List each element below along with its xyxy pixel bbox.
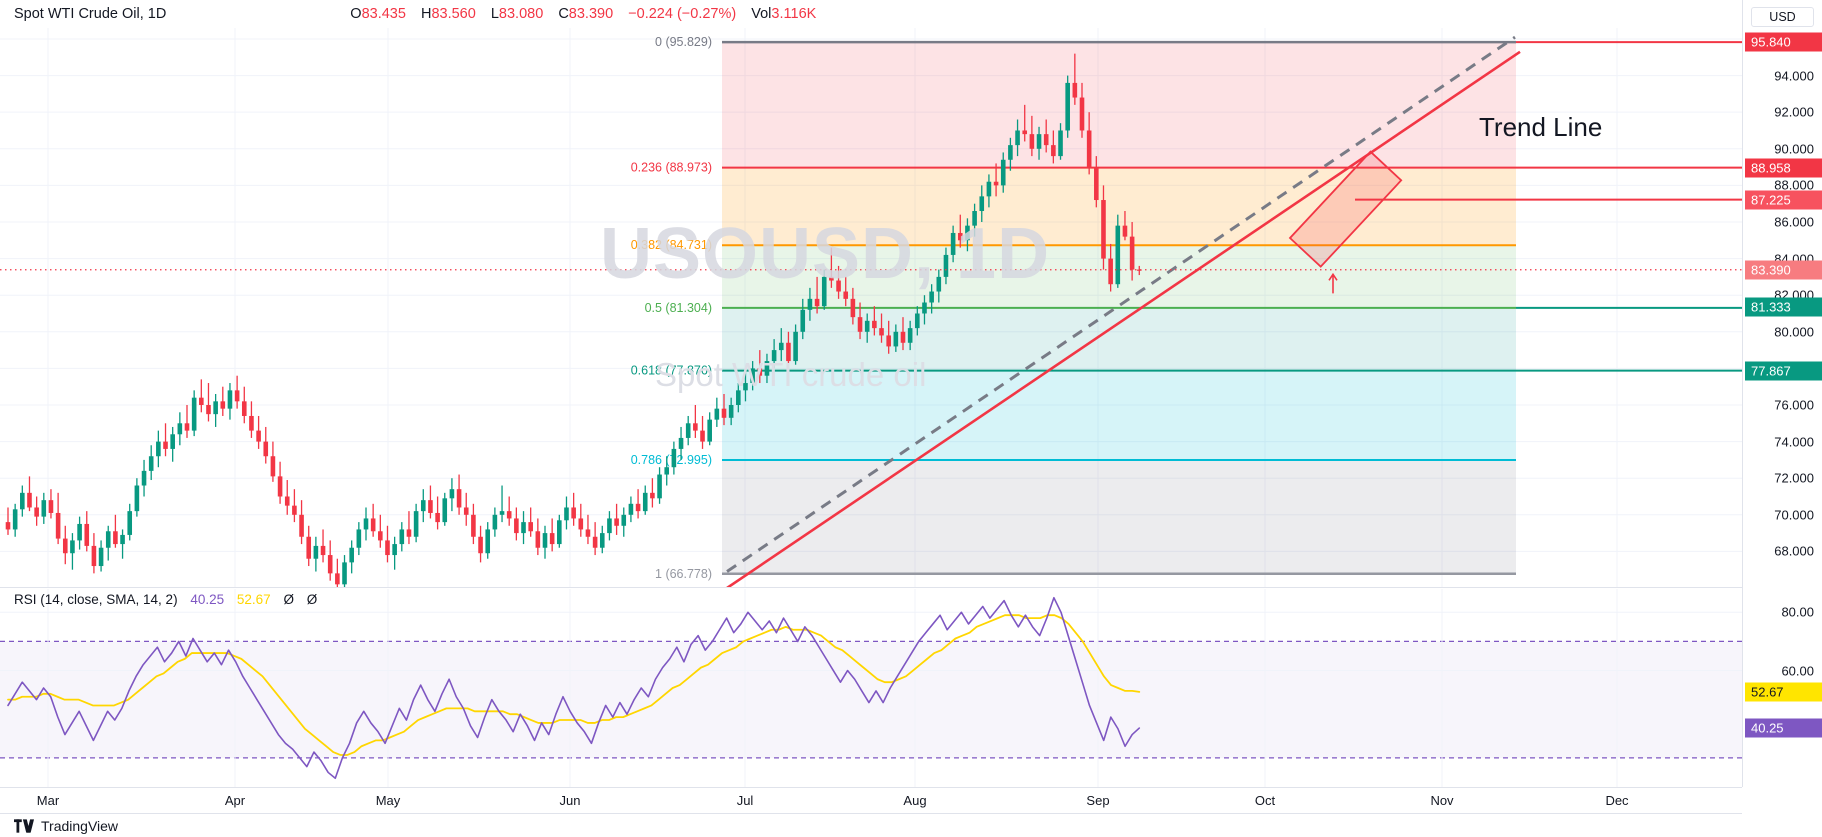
rsi-extra-1: Ø [283, 592, 294, 607]
price-tick: 88.000 [1774, 177, 1814, 193]
ohlc-values: O83.435 H83.560 L83.080 C83.390 −0.224 (… [350, 6, 827, 22]
price-tick: 80.000 [1774, 324, 1814, 340]
time-scale[interactable]: Mar Apr May Jun Jul Aug Sep Oct Nov Dec [0, 787, 1742, 814]
close-value: 83.390 [568, 6, 614, 22]
price-tick: 68.000 [1774, 543, 1814, 559]
last-price-pill[interactable]: 83.390 [1745, 260, 1822, 280]
high-key: H [420, 6, 432, 22]
rsi-title: RSI (14, close, SMA, 14, 2) [14, 592, 178, 607]
trendline-pill[interactable]: 87.225 [1745, 190, 1822, 210]
svg-text:0.618 (77.876): 0.618 (77.876) [631, 364, 712, 378]
time-tick[interactable]: Mar [36, 793, 60, 808]
close-key: C [558, 6, 569, 22]
brand-name: TradingView [41, 818, 119, 834]
lower-support-pill[interactable]: 77.867 [1745, 361, 1822, 381]
rsi-value-pill[interactable]: 40.25 [1745, 718, 1822, 738]
price-tick: 94.000 [1774, 68, 1814, 84]
price-chart-svg: 0 (95.829) 0.236 (88.973) 0.382 (84.731) 0.… [0, 28, 1742, 587]
volume-key: Vol [751, 6, 772, 22]
support-pill[interactable]: 81.333 [1745, 297, 1822, 317]
chart-legend[interactable]: Spot WTI Crude Oil, 1D O83.435 H83.560 L… [0, 0, 1742, 28]
open-value: 83.435 [361, 6, 406, 22]
currency-badge[interactable]: USD [1751, 7, 1814, 27]
svg-text:0 (95.829): 0 (95.829) [655, 35, 712, 49]
price-tick: 76.000 [1774, 397, 1814, 413]
tradingview-brand[interactable]: TradingView [14, 818, 118, 834]
price-tick: 86.000 [1774, 214, 1814, 230]
time-tick[interactable]: Oct [1254, 793, 1276, 808]
open-key: O [350, 6, 362, 22]
resistance-pill[interactable]: 88.958 [1745, 158, 1822, 178]
change-value: −0.224 (−0.27%) [628, 6, 737, 22]
time-tick[interactable]: May [375, 793, 401, 808]
time-tick[interactable]: Jun [559, 793, 581, 808]
low-value: 83.080 [498, 6, 544, 22]
volume-value: 3.116K [771, 6, 817, 22]
high-fib-pill[interactable]: 95.840 [1745, 32, 1822, 52]
time-tick[interactable]: Nov [1430, 793, 1454, 808]
time-tick[interactable]: Aug [903, 793, 927, 808]
time-tick[interactable]: Apr [224, 793, 246, 808]
svg-text:0.236 (88.973): 0.236 (88.973) [631, 161, 712, 175]
price-chart-pane[interactable]: 0 (95.829) 0.236 (88.973) 0.382 (84.731) 0.… [0, 28, 1742, 588]
svg-text:0.786 (72.995): 0.786 (72.995) [631, 453, 712, 467]
low-key: L [490, 6, 499, 22]
price-tick: 92.000 [1774, 104, 1814, 120]
price-tick: 72.000 [1774, 470, 1814, 486]
rsi-sma-pill[interactable]: 52.67 [1745, 682, 1822, 702]
rsi-value: 40.25 [190, 592, 225, 607]
rsi-extra-2: Ø [306, 592, 318, 607]
rsi-legend[interactable]: RSI (14, close, SMA, 14, 2) 40.25 52.67 … [14, 592, 317, 607]
price-tick: 70.000 [1774, 507, 1814, 523]
rsi-tick: 60.00 [1781, 663, 1814, 679]
rsi-pane[interactable] [0, 589, 1742, 787]
rsi-chart-svg [0, 589, 1742, 787]
price-tick: 90.000 [1774, 141, 1814, 157]
time-tick[interactable]: Sep [1086, 793, 1110, 808]
rsi-tick: 80.00 [1781, 604, 1814, 620]
rsi-sma-value: 52.67 [236, 592, 271, 607]
symbol-title[interactable]: Spot WTI Crude Oil, 1D [14, 6, 167, 22]
price-tick: 74.000 [1774, 434, 1814, 450]
high-value: 83.560 [431, 6, 476, 22]
svg-text:0.382 (84.731): 0.382 (84.731) [631, 238, 712, 252]
svg-text:1 (66.778): 1 (66.778) [655, 567, 712, 581]
trend-line-label: Trend Line [1479, 112, 1603, 142]
tradingview-logo-icon [14, 819, 34, 833]
price-scale[interactable]: USD 94.000 92.000 90.000 88.000 86.000 84.000… [1742, 0, 1822, 787]
svg-text:0.5 (81.304): 0.5 (81.304) [645, 301, 712, 315]
time-tick[interactable]: Dec [1605, 793, 1629, 808]
time-tick[interactable]: Jul [736, 793, 754, 808]
